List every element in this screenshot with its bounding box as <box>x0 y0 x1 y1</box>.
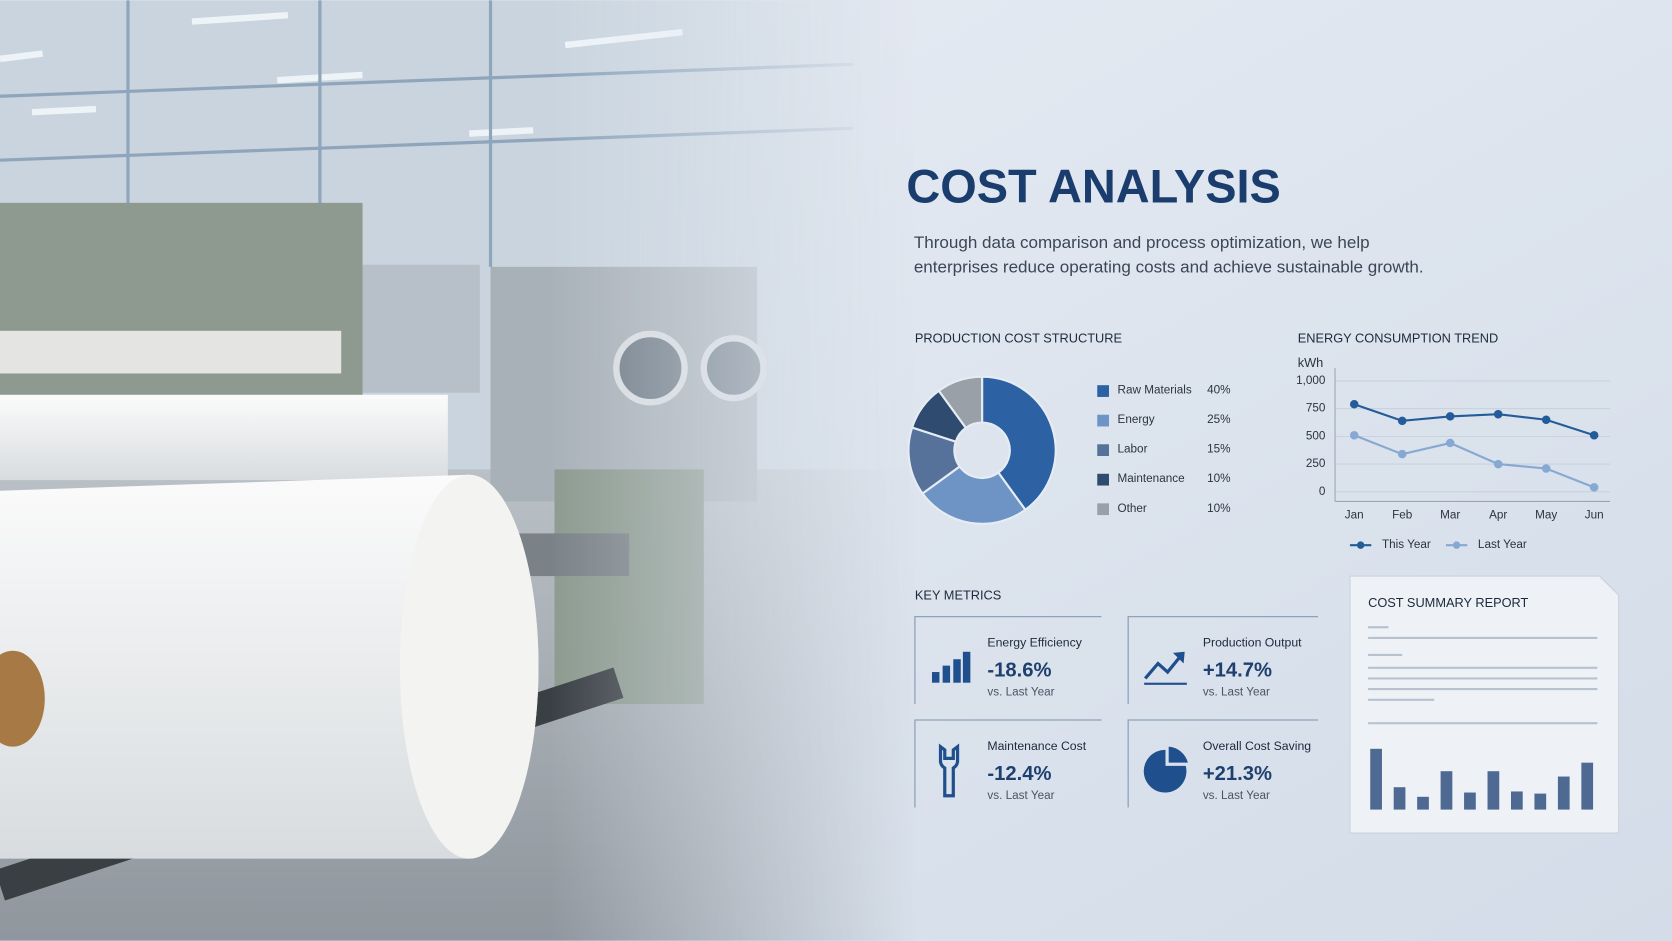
icon <box>1144 682 1187 685</box>
factory-photo <box>0 0 918 941</box>
pie-slice <box>921 465 1027 525</box>
card-border <box>914 615 1102 705</box>
metric-note: vs. Last Year <box>1203 789 1270 802</box>
y-axis-label: kWh <box>1298 355 1324 370</box>
value-label: 25% <box>1207 413 1230 426</box>
icon <box>931 672 940 683</box>
metric-label: Maintenance Cost <box>987 739 1086 753</box>
legend-label: Energy <box>1118 413 1155 426</box>
card-border <box>1127 719 1318 808</box>
metric-value: +14.7% <box>1203 659 1272 681</box>
legend-dot <box>1452 541 1461 549</box>
icon <box>942 665 951 683</box>
x-tick-label: Apr <box>1489 508 1507 521</box>
subtitle: enterprises reduce operating costs and a… <box>914 257 1424 276</box>
line-point <box>1493 409 1503 419</box>
line-point <box>1541 464 1551 473</box>
line-point <box>1589 483 1599 492</box>
x-tick-label: Feb <box>1392 508 1413 521</box>
legend-label: Maintenance <box>1118 472 1185 485</box>
legend-label: Last Year <box>1478 538 1527 551</box>
subtitle: Through data comparison and process opti… <box>914 233 1370 252</box>
metric-label: Energy Efficiency <box>987 635 1082 649</box>
report-paper <box>1349 575 1620 834</box>
section-title: PRODUCTION COST STRUCTURE <box>915 331 1122 346</box>
value-label: 10% <box>1207 472 1230 485</box>
pie-slice <box>981 375 1057 512</box>
line-point <box>1397 416 1407 426</box>
metric-note: vs. Last Year <box>1203 685 1270 698</box>
metric-value: +21.3% <box>1203 763 1272 785</box>
line-point <box>1493 459 1503 469</box>
line-series <box>1353 434 1595 489</box>
legend-swatch <box>1097 503 1109 516</box>
legend-label: This Year <box>1382 538 1431 551</box>
y-tick-label: 750 <box>1306 402 1326 415</box>
metric-cards <box>914 615 1318 808</box>
metric-label: Overall Cost Saving <box>1203 739 1311 753</box>
icon <box>1144 653 1183 680</box>
legend-label: Other <box>1118 502 1147 515</box>
x-tick-label: Jun <box>1585 508 1604 521</box>
metric-value: -12.4% <box>987 763 1051 785</box>
report-card: COST SUMMARY REPORT <box>1349 575 1620 834</box>
metric-value: -18.6% <box>987 659 1051 681</box>
legend-swatch <box>1097 473 1109 486</box>
y-tick-label: 500 <box>1306 429 1326 442</box>
line-point <box>1541 415 1551 425</box>
line-point <box>1445 412 1455 421</box>
legend-label: Raw Materials <box>1118 384 1192 397</box>
card-border <box>1127 615 1318 705</box>
legend-swatch <box>1097 444 1109 456</box>
icon <box>1168 746 1188 763</box>
x-tick-label: Mar <box>1440 508 1460 521</box>
metric-icons <box>931 651 1188 798</box>
legend-dot <box>1356 541 1365 549</box>
line-point <box>1589 431 1599 440</box>
value-label: 10% <box>1207 502 1230 515</box>
x-tick-label: May <box>1535 508 1557 521</box>
y-tick-label: 1,000 <box>1296 374 1326 387</box>
line-point <box>1349 399 1359 409</box>
line-point <box>1397 449 1407 459</box>
section-title: KEY METRICS <box>915 588 1001 603</box>
line-series <box>1353 403 1595 437</box>
legend-label: Labor <box>1118 443 1148 456</box>
icon <box>1143 749 1187 793</box>
legend-swatch <box>1097 385 1109 397</box>
icon <box>953 659 961 683</box>
section-title: ENERGY CONSUMPTION TREND <box>1298 331 1499 346</box>
metric-label: Production Output <box>1203 635 1302 649</box>
report-title: COST SUMMARY REPORT <box>1368 595 1528 610</box>
icon <box>938 743 960 798</box>
legend-swatch <box>1097 414 1109 427</box>
y-tick-label: 250 <box>1306 457 1326 470</box>
metric-note: vs. Last Year <box>987 685 1054 698</box>
pie-slice <box>937 375 984 430</box>
metric-note: vs. Last Year <box>987 789 1054 802</box>
line-point <box>1445 438 1455 448</box>
card-border <box>914 719 1102 808</box>
page-title: COST ANALYSIS <box>906 160 1280 212</box>
line-point <box>1349 431 1359 440</box>
value-label: 15% <box>1207 443 1230 456</box>
y-tick-label: 0 <box>1319 485 1326 498</box>
icon <box>962 651 971 683</box>
x-tick-label: Jan <box>1345 508 1364 521</box>
value-label: 40% <box>1207 384 1230 397</box>
icon <box>1172 651 1185 664</box>
